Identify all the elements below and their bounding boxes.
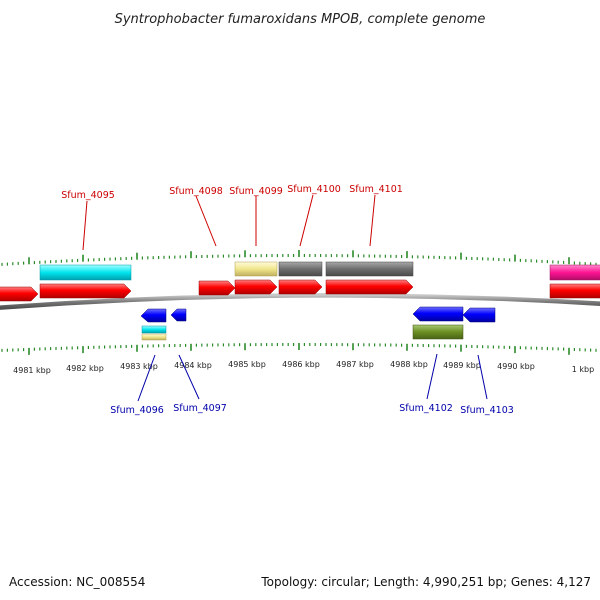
- leader-line: [299, 194, 314, 247]
- cds-arrow-forward-3[interactable]: [198, 280, 236, 296]
- tick-label: 4987 kbp: [336, 360, 374, 369]
- leader-line: [426, 353, 438, 400]
- cds-arrow-reverse-2[interactable]: [170, 308, 187, 322]
- feature-gray-bar-1[interactable]: [278, 261, 323, 277]
- gene-labels-top: Sfum_4095 Sfum_4098 Sfum_4099 Sfum_4100 …: [61, 184, 403, 251]
- tick-label: 4984 kbp: [174, 361, 212, 370]
- accession-text: Accession: NC_008554: [9, 575, 145, 589]
- feature-cyan-small[interactable]: [141, 325, 167, 334]
- feature-magenta-bar[interactable]: [549, 264, 600, 281]
- cds-arrow-reverse-3[interactable]: [412, 306, 464, 322]
- tick-marks-bottom: [1, 343, 597, 355]
- gene-label-sfum-4102[interactable]: Sfum_4102: [399, 403, 453, 414]
- gene-label-sfum-4096[interactable]: Sfum_4096: [110, 405, 164, 416]
- cds-arrow-forward-4[interactable]: [234, 279, 278, 295]
- leader-line: [477, 354, 488, 400]
- gene-label-sfum-4097[interactable]: Sfum_4097: [173, 403, 227, 414]
- leader-line: [137, 354, 156, 402]
- genome-backbone: [0, 293, 600, 310]
- cds-arrow-forward-7[interactable]: [549, 283, 600, 299]
- feature-cyan-bar[interactable]: [39, 264, 132, 281]
- tick-label: 1 kbp: [572, 365, 594, 374]
- cds-arrow-forward-6[interactable]: [325, 279, 414, 295]
- gene-label-sfum-4095[interactable]: Sfum_4095: [61, 190, 115, 201]
- gene-labels-bottom: Sfum_4096 Sfum_4097 Sfum_4102 Sfum_4103: [110, 353, 514, 416]
- topology-summary: Topology: circular; Length: 4,990,251 bp…: [260, 575, 591, 589]
- tick-label: 4986 kbp: [282, 360, 320, 369]
- leader-line: [82, 200, 88, 251]
- cds-arrow-reverse-4[interactable]: [462, 307, 496, 323]
- feature-gray-bar-2[interactable]: [325, 261, 414, 277]
- scale-labels: 4981 kbp 4982 kbp 4983 kbp 4984 kbp 4985…: [13, 360, 594, 375]
- feature-khaki-bar[interactable]: [234, 261, 278, 277]
- tick-label: 4983 kbp: [120, 362, 158, 371]
- cds-arrow-forward-5[interactable]: [278, 279, 323, 295]
- gene-label-sfum-4098[interactable]: Sfum_4098: [169, 186, 223, 197]
- map-title: Syntrophobacter fumaroxidans MPOB, compl…: [115, 12, 486, 27]
- tick-label: 4990 kbp: [497, 362, 535, 371]
- tick-label: 4981 kbp: [13, 366, 51, 375]
- tick-label: 4982 kbp: [66, 364, 104, 373]
- cds-arrow-reverse-1[interactable]: [140, 308, 167, 323]
- cds-arrow-forward-1[interactable]: [0, 286, 39, 302]
- gene-label-sfum-4100[interactable]: Sfum_4100: [287, 184, 341, 195]
- gene-label-sfum-4103[interactable]: Sfum_4103: [460, 405, 514, 416]
- tick-label: 4988 kbp: [390, 360, 428, 369]
- gene-label-sfum-4101[interactable]: Sfum_4101: [349, 184, 403, 195]
- tick-label: 4985 kbp: [228, 360, 266, 369]
- tick-label: 4989 kbp: [443, 361, 481, 370]
- gene-label-sfum-4099[interactable]: Sfum_4099: [229, 186, 283, 197]
- cds-arrow-forward-2[interactable]: [39, 283, 132, 299]
- leader-line: [195, 195, 217, 247]
- leader-line: [369, 194, 376, 247]
- feature-olive-bar[interactable]: [412, 324, 464, 340]
- leader-line: [178, 354, 200, 400]
- feature-khaki-small[interactable]: [141, 333, 167, 341]
- tick-marks-top: [1, 250, 597, 266]
